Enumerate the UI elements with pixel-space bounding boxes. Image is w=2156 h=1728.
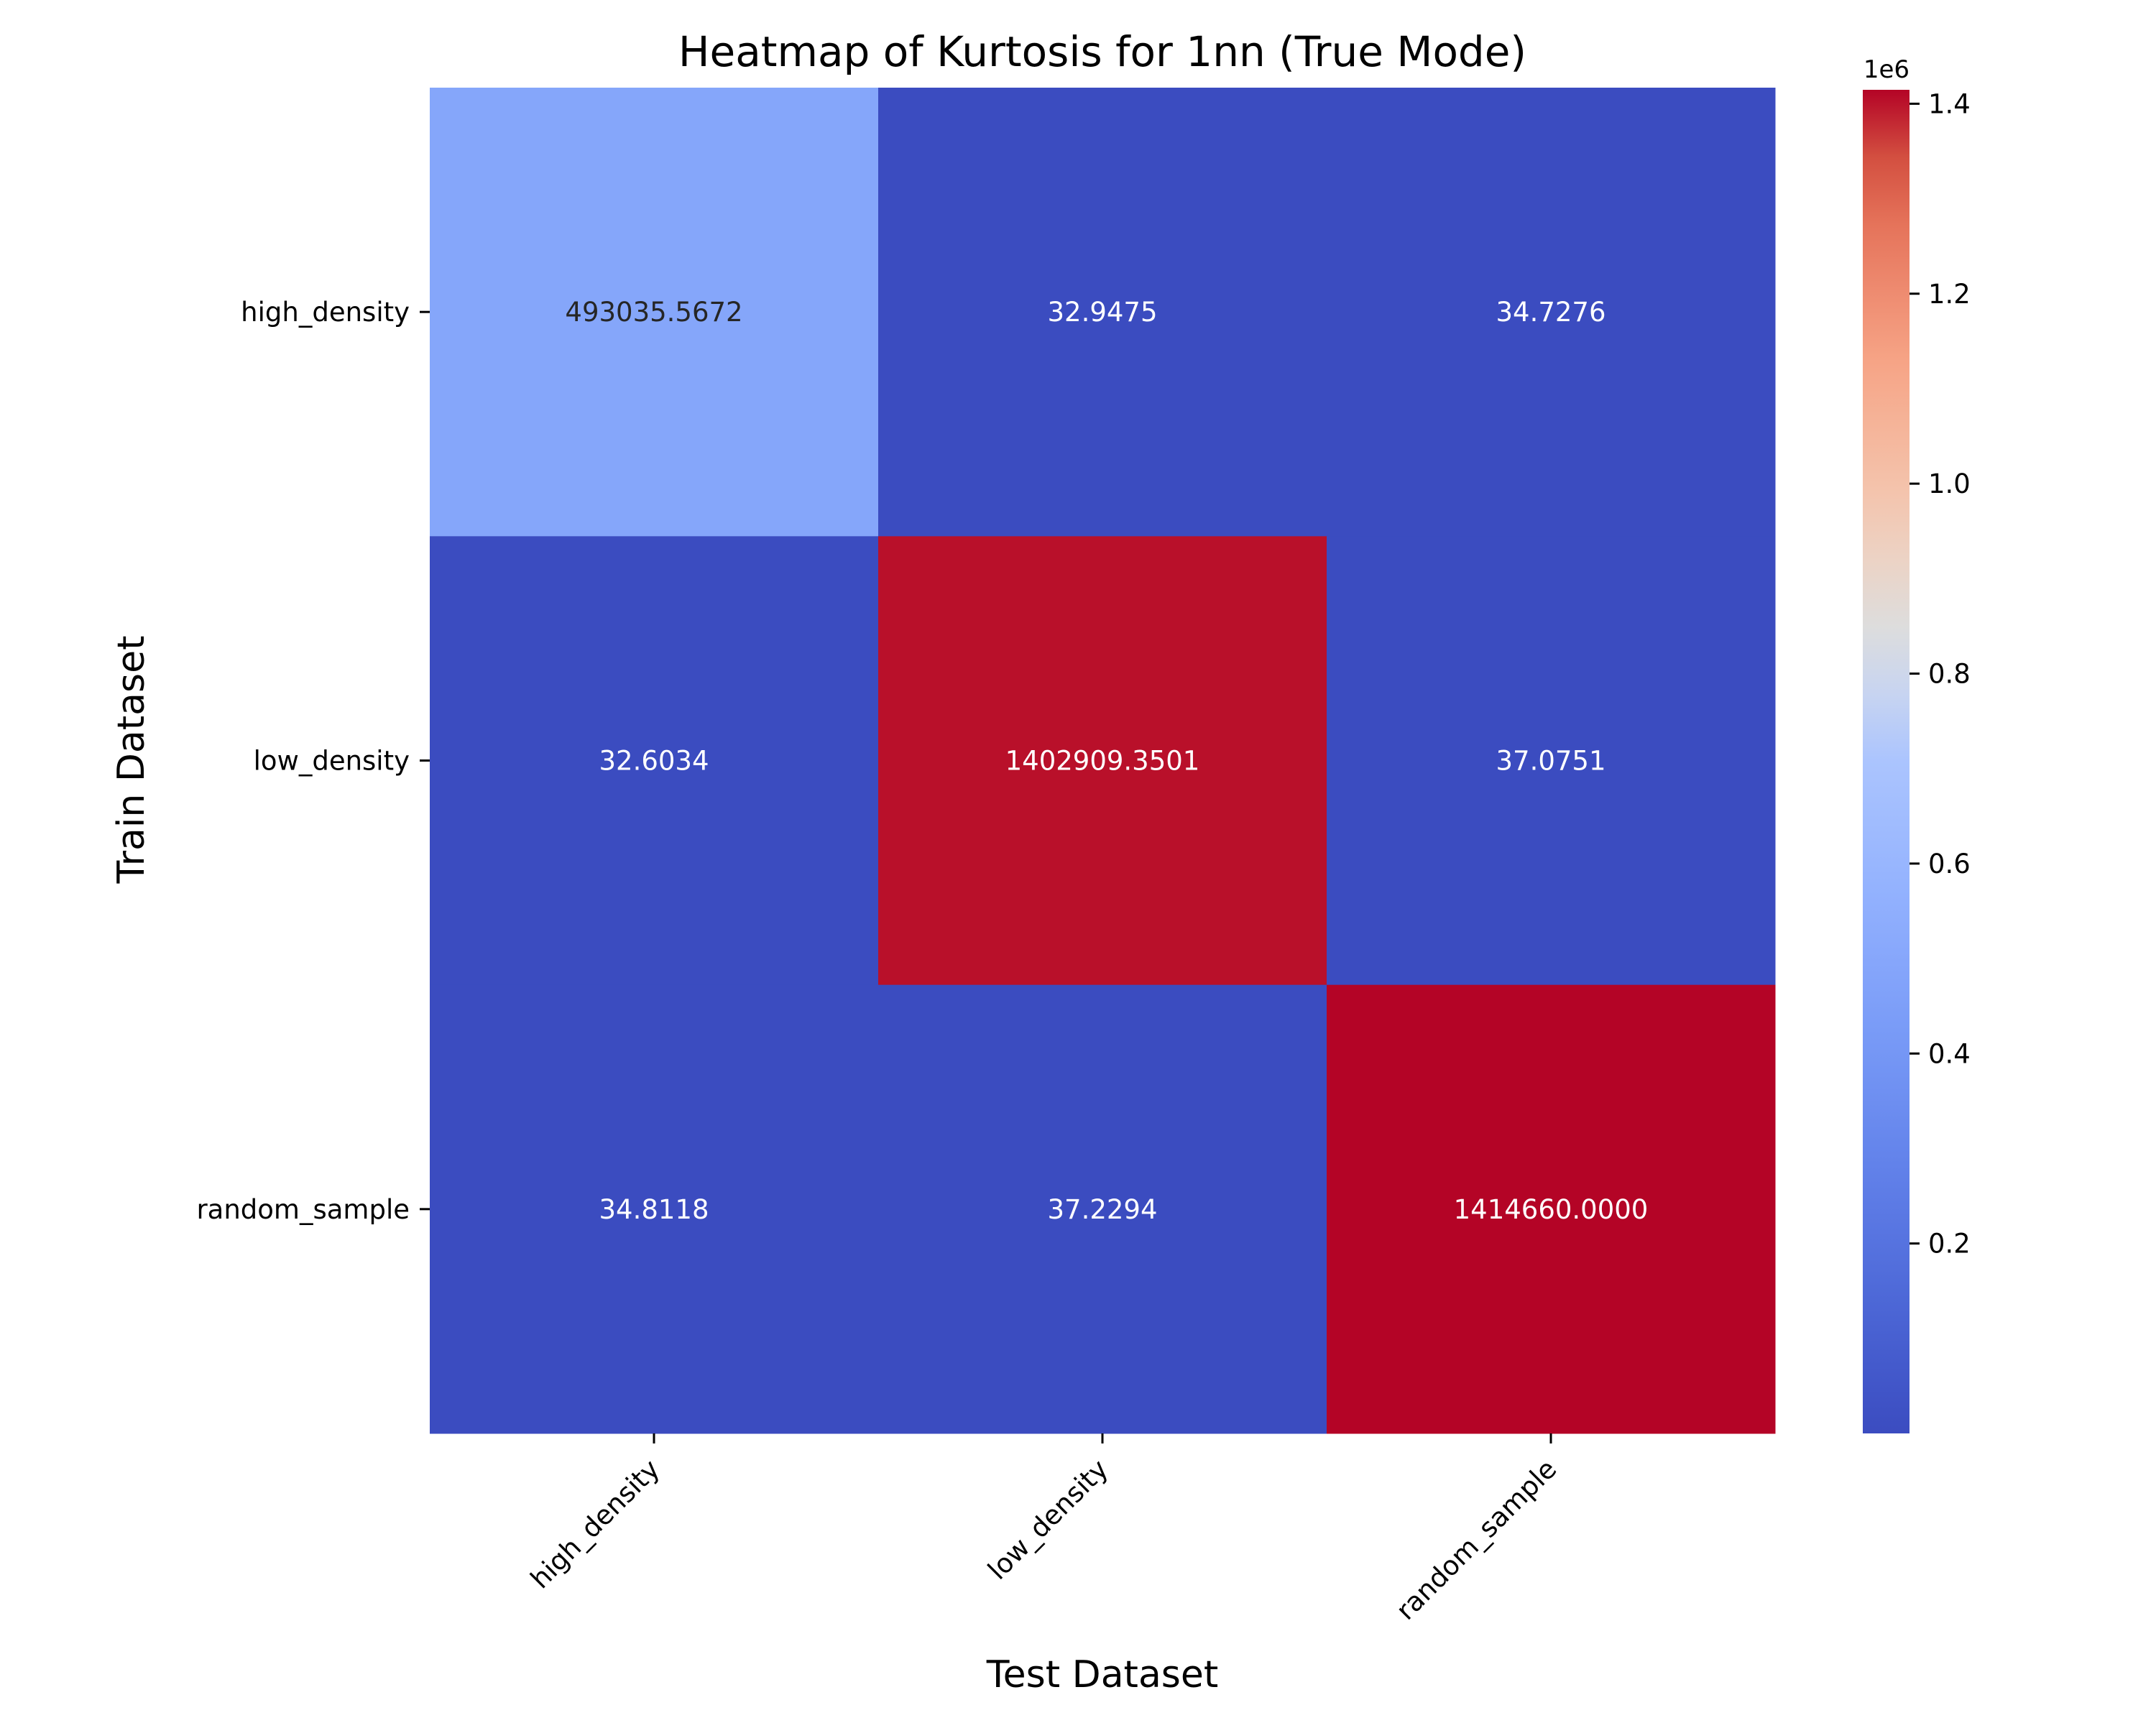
heatmap-cell-label: 1414660.0000 (1454, 1194, 1649, 1225)
y-axis-label: Train Dataset (110, 636, 153, 884)
colorbar-tick-label: 0.2 (1928, 1229, 1971, 1260)
y-tick-label: high_density (241, 297, 410, 328)
heatmap-cell (430, 984, 879, 1434)
heatmap-cell-label: 32.6034 (599, 746, 709, 777)
y-tick-label: random_sample (196, 1194, 410, 1225)
heatmap-cell (1327, 536, 1776, 986)
heatmap-cell-label: 37.2294 (1047, 1194, 1157, 1225)
heatmap-cell-label: 1402909.3501 (1005, 746, 1200, 777)
heatmap-cell-label: 32.9475 (1047, 297, 1157, 328)
heatmap-cell (878, 984, 1327, 1434)
heatmap-cell-label: 493035.5672 (565, 297, 742, 328)
colorbar-tick-label: 1.2 (1928, 279, 1971, 310)
heatmap-cell (1327, 984, 1776, 1434)
colorbar-ticks: 0.2 0.4 0.6 0.8 1.0 1.2 1.4 (1909, 88, 1971, 1260)
colorbar-offset-label: 1e6 (1864, 55, 1909, 84)
colorbar-tick-label: 0.6 (1928, 849, 1971, 879)
heatmap-cell (878, 88, 1327, 537)
colorbar: 0.2 0.4 0.6 0.8 1.0 1.2 1.4 1e6 (1863, 55, 1971, 1433)
heatmap-cell (1327, 88, 1776, 537)
heatmap-cell-labels: 493035.5672 32.9475 34.7276 32.6034 1402909.… (565, 297, 1648, 1225)
y-tick-label: low_density (254, 746, 410, 777)
heatmap-cell (430, 536, 879, 986)
colorbar-tick-label: 1.0 (1928, 468, 1971, 499)
colorbar-gradient (1863, 90, 1909, 1433)
x-axis-label: Test Dataset (986, 1653, 1219, 1696)
colorbar-tick-label: 1.4 (1928, 88, 1971, 119)
heatmap-cell-label: 34.7276 (1496, 297, 1606, 328)
colorbar-tick-label: 0.8 (1928, 659, 1971, 690)
chart-title: Heatmap of Kurtosis for 1nn (True Mode) (678, 27, 1526, 76)
heatmap-cells (430, 88, 1776, 1434)
heatmap-cell (430, 88, 879, 537)
heatmap-cell-label: 34.8118 (599, 1194, 709, 1225)
heatmap-cell (878, 536, 1327, 986)
y-axis: high_density low_density random_sample (196, 297, 430, 1225)
heatmap-cell-label: 37.0751 (1496, 746, 1606, 777)
colorbar-tick-label: 0.4 (1928, 1038, 1971, 1069)
